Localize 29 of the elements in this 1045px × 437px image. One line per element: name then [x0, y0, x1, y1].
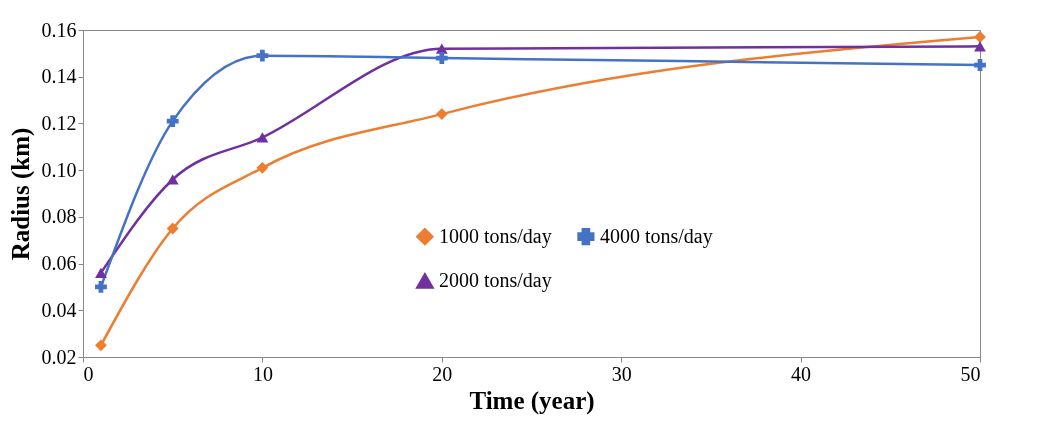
y-tick-label: 0.04	[41, 298, 77, 321]
point	[166, 115, 179, 128]
y-tick-label: 0.12	[41, 111, 77, 134]
x-tick-label: 50	[960, 362, 981, 385]
y-tick-label: 0.10	[41, 158, 77, 181]
point	[95, 267, 107, 279]
point	[256, 49, 269, 62]
point	[166, 174, 179, 185]
y-tick-label: 0.08	[41, 205, 77, 228]
point	[256, 161, 269, 174]
x-tick-label: 0	[83, 362, 94, 385]
x-tick-label: 40	[791, 362, 812, 385]
x-tick-label: 10	[252, 362, 273, 385]
x-axis-title: Time (year)	[469, 386, 595, 415]
point	[95, 339, 107, 352]
y-tick-label: 0.06	[41, 252, 77, 275]
point	[435, 108, 448, 120]
x-tick-label: 30	[611, 362, 632, 385]
x-tick-label: 20	[432, 362, 453, 385]
y-tick-label: 0.14	[41, 65, 77, 88]
y-tick-label: 0.16	[41, 18, 77, 41]
point	[166, 222, 179, 235]
y-tick-label: 0.02	[41, 345, 77, 368]
legend-label: 4000 tons/day	[599, 224, 713, 248]
legend-label: 2000 tons/day	[438, 269, 552, 293]
point	[256, 132, 269, 143]
y-axis-title: Radius (km)	[6, 127, 35, 261]
point	[435, 52, 448, 64]
legend-label: 1000 tons/day	[438, 224, 552, 248]
